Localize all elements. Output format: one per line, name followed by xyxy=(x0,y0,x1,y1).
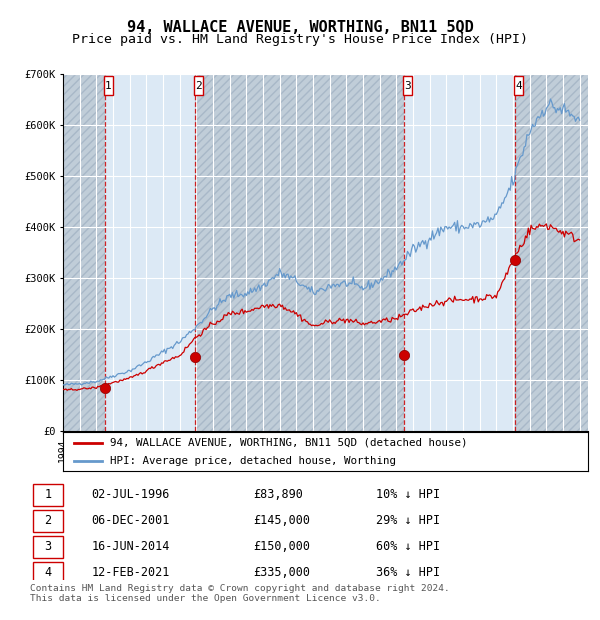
FancyBboxPatch shape xyxy=(194,76,203,95)
FancyBboxPatch shape xyxy=(33,510,64,532)
Text: £145,000: £145,000 xyxy=(253,514,310,527)
Text: 3: 3 xyxy=(44,540,52,553)
Point xyxy=(399,350,409,360)
Text: 3: 3 xyxy=(404,81,411,91)
Text: 94, WALLACE AVENUE, WORTHING, BN11 5QD: 94, WALLACE AVENUE, WORTHING, BN11 5QD xyxy=(127,20,473,35)
Text: 12-FEB-2021: 12-FEB-2021 xyxy=(91,566,170,579)
Text: 16-JUN-2014: 16-JUN-2014 xyxy=(91,540,170,553)
Point xyxy=(100,383,109,393)
Text: 1: 1 xyxy=(105,81,112,91)
Text: 60% ↓ HPI: 60% ↓ HPI xyxy=(376,540,440,553)
Bar xyxy=(195,74,404,431)
FancyBboxPatch shape xyxy=(33,536,64,558)
Text: Contains HM Land Registry data © Crown copyright and database right 2024.
This d: Contains HM Land Registry data © Crown c… xyxy=(30,584,450,603)
Text: 1: 1 xyxy=(44,488,52,501)
Text: 06-DEC-2001: 06-DEC-2001 xyxy=(91,514,170,527)
FancyBboxPatch shape xyxy=(514,76,523,95)
FancyBboxPatch shape xyxy=(104,76,113,95)
Point xyxy=(190,352,200,362)
Text: £83,890: £83,890 xyxy=(253,488,303,501)
Text: 94, WALLACE AVENUE, WORTHING, BN11 5QD (detached house): 94, WALLACE AVENUE, WORTHING, BN11 5QD (… xyxy=(110,438,468,448)
FancyBboxPatch shape xyxy=(33,562,64,584)
Text: 36% ↓ HPI: 36% ↓ HPI xyxy=(376,566,440,579)
Text: £335,000: £335,000 xyxy=(253,566,310,579)
Text: HPI: Average price, detached house, Worthing: HPI: Average price, detached house, Wort… xyxy=(110,456,396,466)
Text: 4: 4 xyxy=(44,566,52,579)
FancyBboxPatch shape xyxy=(403,76,412,95)
Bar xyxy=(515,74,588,431)
Text: 29% ↓ HPI: 29% ↓ HPI xyxy=(376,514,440,527)
Text: 02-JUL-1996: 02-JUL-1996 xyxy=(91,488,170,501)
Point xyxy=(510,255,520,265)
Text: £150,000: £150,000 xyxy=(253,540,310,553)
Text: Price paid vs. HM Land Registry's House Price Index (HPI): Price paid vs. HM Land Registry's House … xyxy=(72,33,528,46)
Text: 10% ↓ HPI: 10% ↓ HPI xyxy=(376,488,440,501)
FancyBboxPatch shape xyxy=(33,484,64,506)
Text: 2: 2 xyxy=(196,81,202,91)
Text: 4: 4 xyxy=(515,81,522,91)
Text: 2: 2 xyxy=(44,514,52,527)
Bar xyxy=(63,74,104,431)
